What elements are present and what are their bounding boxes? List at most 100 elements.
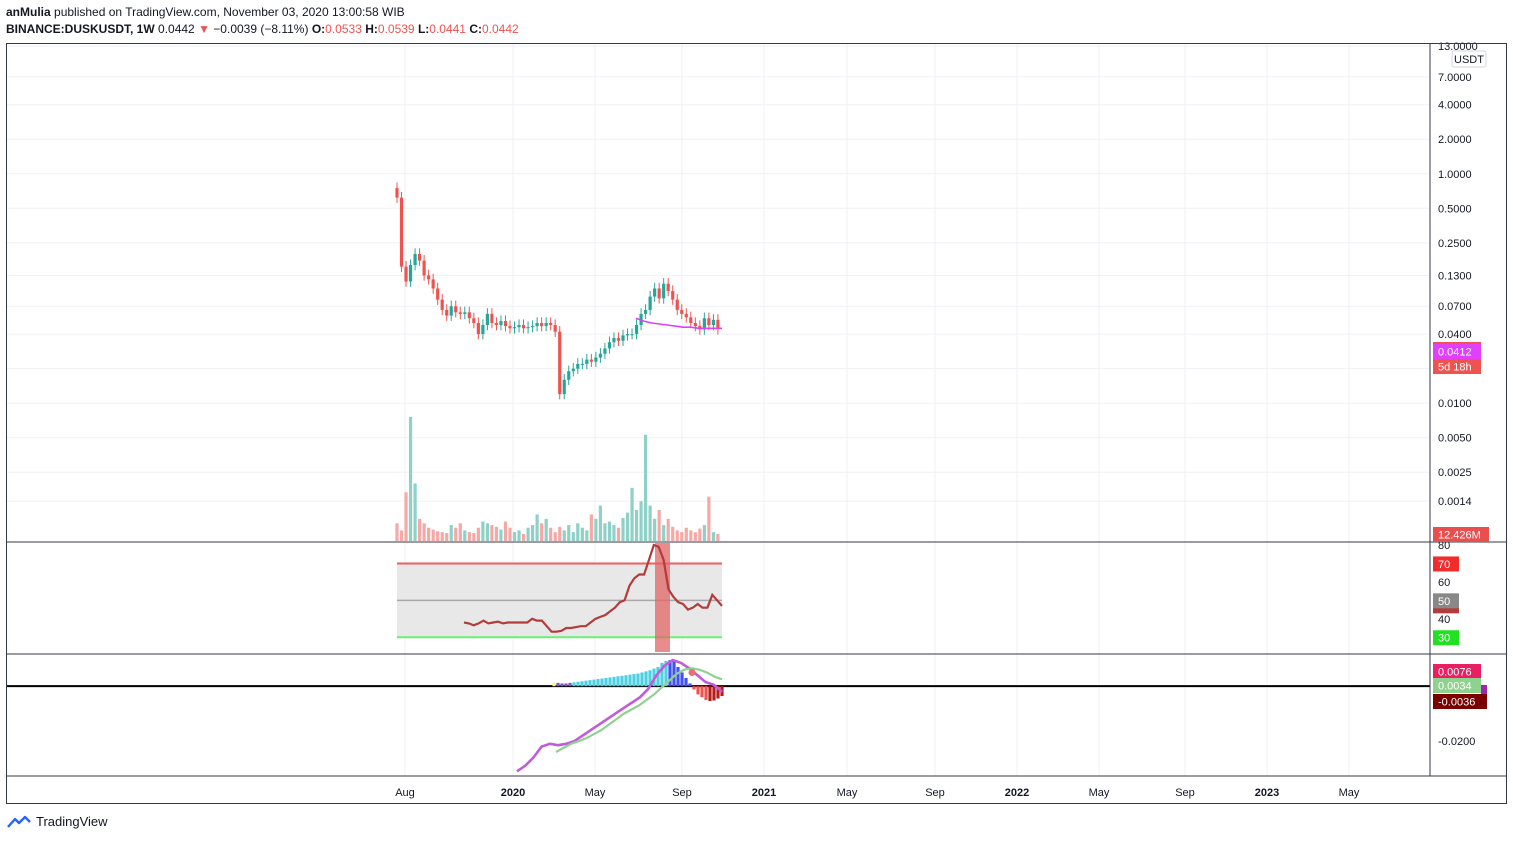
macd-tag: 0.0076 — [1438, 667, 1472, 679]
time-axis[interactable]: Aug 2020 May Sep 2021 May Sep 2022 May Sep 2023 May — [395, 787, 1360, 799]
time-tick-label: Sep — [925, 787, 945, 799]
macd-histogram-bar — [624, 675, 628, 687]
rsi-line — [463, 543, 723, 633]
candle-body — [476, 323, 480, 335]
rsi-lower-tag: 30 — [1438, 633, 1450, 645]
volume-bar — [404, 492, 408, 541]
rsi-lower-tag-bg — [1433, 630, 1459, 646]
close-label: C: — [469, 22, 482, 36]
volume-bar — [671, 526, 675, 541]
rsi-pane[interactable]: 80 60 40 — [397, 540, 1450, 652]
candle-body — [662, 283, 666, 299]
volume-bar — [512, 532, 517, 541]
footer-brand[interactable]: TradingView — [36, 814, 108, 829]
price-axis[interactable]: 13.00007.00004.00002.00001.00000.50000.2… — [1438, 41, 1487, 508]
time-tick-label: May — [585, 787, 606, 799]
macd-tag-bg — [1433, 664, 1481, 679]
candlesticks[interactable] — [395, 182, 720, 400]
macd-histogram-bar — [636, 673, 640, 687]
change-value: −0.0039 (−8.11%) — [213, 22, 309, 36]
candle-body — [644, 309, 648, 314]
candle-body — [449, 306, 453, 316]
macd-histogram-bar — [704, 686, 708, 700]
volume-bar — [445, 533, 449, 541]
candle-body — [689, 317, 693, 324]
candle-body — [693, 323, 697, 327]
volume-bar — [490, 525, 494, 541]
candle-body — [580, 363, 584, 365]
volume-bar — [598, 505, 602, 541]
volume-bar — [467, 532, 471, 541]
volume-bar — [540, 523, 544, 541]
candle-body — [558, 331, 562, 395]
candle-body — [585, 359, 589, 364]
candle-body — [413, 253, 417, 266]
candle-body — [540, 323, 544, 327]
macd-histogram-bar — [692, 686, 696, 690]
price-tick-label: 0.0700 — [1438, 301, 1472, 313]
volume-bar — [553, 532, 557, 541]
volume-bar — [693, 532, 697, 541]
macd-pane[interactable]: -0.0200 — [6, 658, 1475, 773]
volume-bar — [517, 530, 521, 541]
macd-histogram-bar — [696, 686, 700, 695]
macd-histogram-bar — [688, 683, 692, 687]
histogram-tag-bg — [1433, 694, 1487, 709]
volume-bar — [666, 518, 670, 541]
volume-bar — [395, 523, 399, 541]
price-tag-bg — [1433, 344, 1481, 359]
candle-body — [607, 342, 612, 349]
candle-body — [418, 253, 422, 261]
signal-line — [555, 667, 723, 753]
macd-histogram-bar — [716, 686, 720, 699]
candle-body — [589, 359, 593, 362]
price-pane-bg[interactable] — [6, 43, 1507, 542]
time-tick-label: Aug — [395, 787, 415, 799]
price-tick-label: 1.0000 — [1438, 169, 1472, 181]
volume-bar — [431, 529, 435, 541]
price-tick-label: 0.1300 — [1438, 270, 1472, 282]
volume-bar — [526, 527, 530, 541]
macd-tick-label: -0.0200 — [1438, 736, 1475, 748]
author-name[interactable]: anMulia — [6, 5, 51, 19]
candle-body — [711, 319, 715, 326]
volume-bar — [589, 514, 593, 541]
macd-histogram-bar — [556, 682, 560, 687]
rsi-tick-label: 60 — [1438, 577, 1450, 589]
macd-histogram-bar — [600, 678, 604, 687]
symbol-label[interactable]: BINANCE:DUSKUSDT, 1W — [6, 22, 155, 36]
macd-histogram-bar — [620, 675, 624, 687]
volume-bar — [481, 521, 485, 541]
candle-body — [445, 309, 449, 316]
candle-body — [707, 318, 711, 326]
volume-bar — [508, 527, 512, 541]
price-tick-label: 4.0000 — [1438, 100, 1472, 112]
volume-bar — [476, 527, 480, 541]
candle-body — [499, 321, 503, 326]
volume-bar — [499, 529, 503, 541]
volume-bar — [413, 483, 417, 541]
volume-bar — [621, 517, 625, 541]
volume-bar — [612, 525, 616, 541]
candle-body — [467, 312, 471, 319]
candle-body — [598, 353, 602, 358]
time-tick-label: May — [1089, 787, 1110, 799]
volume-bar — [689, 530, 693, 541]
high-value: 0.0539 — [377, 22, 415, 36]
candle-body — [535, 323, 539, 327]
candle-body — [436, 288, 440, 300]
open-value: 0.0533 — [325, 22, 362, 36]
volume-bar — [436, 531, 440, 541]
candle-body — [427, 275, 431, 280]
candle-body — [567, 371, 571, 380]
signal-tag: 0.0034 — [1438, 681, 1472, 693]
candle-body — [481, 325, 485, 335]
candle-body — [526, 327, 530, 329]
volume-bar — [440, 532, 444, 541]
candle-body — [404, 266, 408, 282]
candle-body — [594, 357, 598, 362]
rsi-mid-tag: 50 — [1438, 596, 1450, 608]
candle-body — [517, 325, 521, 328]
macd-histogram-bar — [604, 677, 608, 687]
